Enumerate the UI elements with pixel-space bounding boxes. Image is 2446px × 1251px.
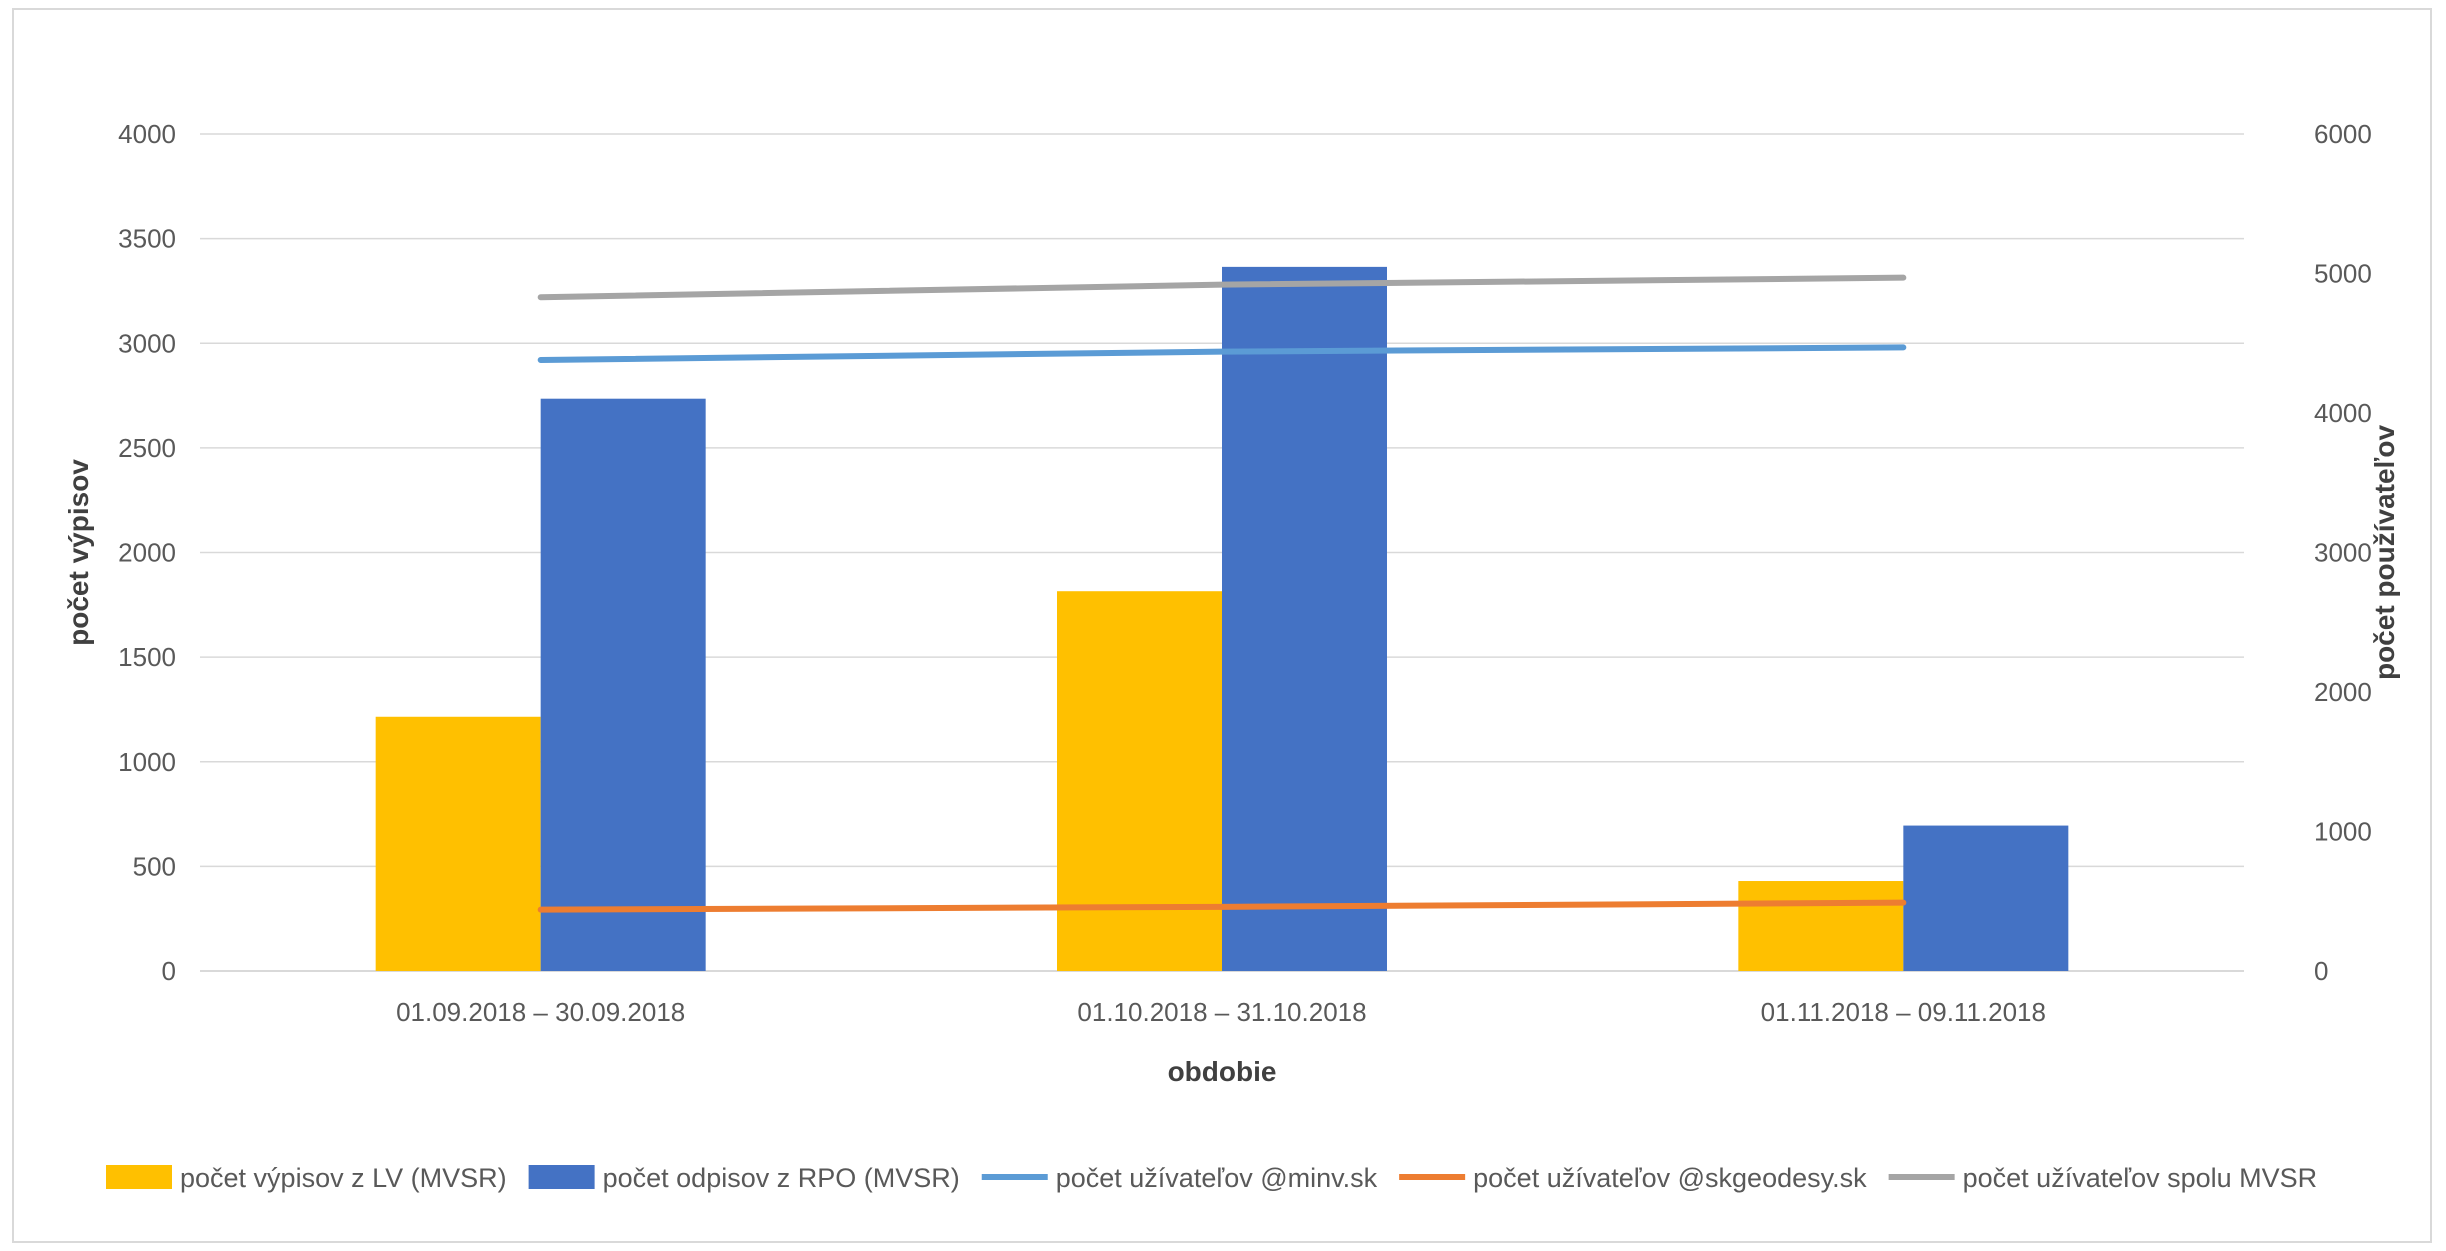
y2-tick-label: 1000 [2314, 817, 2372, 847]
y2-tick-label: 5000 [2314, 259, 2372, 289]
legend-label: počet užívateľov spolu MVSR [1963, 1163, 2318, 1193]
y2-tick-label: 0 [2314, 956, 2328, 986]
bar [1222, 266, 1387, 971]
legend-label: počet užívateľov @skgeodesy.sk [1473, 1163, 1867, 1193]
bar [375, 716, 541, 971]
y2-axis-title: počet používateľov [2369, 425, 2400, 680]
legend-label: počet výpisov z LV (MVSR) [180, 1163, 507, 1193]
bar [1738, 881, 1904, 971]
y-tick-label: 0 [162, 956, 176, 986]
lines [537, 274, 1907, 913]
y-axis-title: počet výpisov [63, 459, 94, 646]
y-tick-label: 2000 [118, 538, 176, 568]
legend-swatch [528, 1165, 595, 1189]
series-line [537, 344, 1907, 363]
y-tick-label: 1000 [118, 747, 176, 777]
y-tick-label: 1500 [118, 642, 176, 672]
x-tick-label: 01.11.2018 – 09.11.2018 [1761, 997, 2046, 1027]
y-tick-label: 2500 [118, 433, 176, 463]
legend-swatch [106, 1165, 172, 1189]
y-tick-label: 3500 [118, 224, 176, 254]
bar [1903, 825, 2069, 971]
x-tick-label: 01.09.2018 – 30.09.2018 [396, 997, 685, 1027]
legend-label: počet odpisov z RPO (MVSR) [603, 1163, 960, 1193]
bar [540, 398, 706, 971]
y-tick-label: 4000 [118, 119, 176, 149]
legend: počet výpisov z LV (MVSR) počet odpisov z… [106, 1163, 2317, 1193]
y2-tick-label: 3000 [2314, 538, 2372, 568]
x-axis-title: obdobie [1168, 1056, 1277, 1087]
series-line [537, 899, 1907, 913]
y-tick-label: 3000 [118, 328, 176, 358]
chart-svg: 0 500 1000 1500 2000 2500 3000 3500 4000 0 1000 200… [63, 119, 2400, 1193]
series-line [537, 274, 1907, 301]
y2-tick-label: 2000 [2314, 677, 2372, 707]
legend-label: počet užívateľov @minv.sk [1056, 1163, 1378, 1193]
x-tick-label: 01.10.2018 – 31.10.2018 [1077, 997, 1366, 1027]
y2-tick-label: 6000 [2314, 119, 2372, 149]
bars [375, 266, 2069, 971]
chart-frame: 0 500 1000 1500 2000 2500 3000 3500 4000 0 1000 200… [12, 8, 2432, 1243]
y2-tick-label: 4000 [2314, 398, 2372, 428]
y-tick-label: 500 [133, 851, 176, 881]
bar [1057, 591, 1222, 971]
tick-labels: 0 500 1000 1500 2000 2500 3000 3500 4000 0 1000 200… [118, 119, 2372, 1027]
